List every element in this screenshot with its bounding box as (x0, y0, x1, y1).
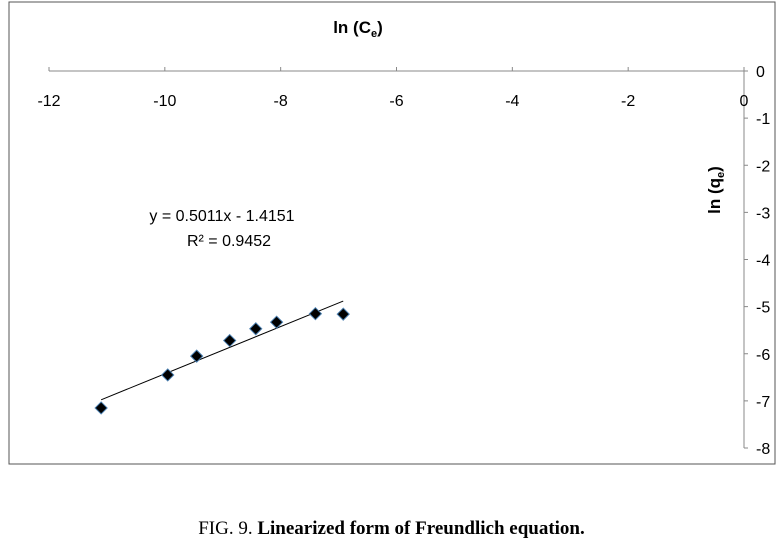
data-point (189, 349, 204, 363)
data-point (269, 315, 284, 329)
data-point (94, 401, 108, 415)
x-tick-label: 0 (740, 93, 749, 110)
x-tick-label: -4 (505, 93, 519, 110)
x-tick-label: -6 (389, 93, 403, 110)
y-axis-label: ln (qe) (705, 166, 727, 214)
x-tick-label: -10 (153, 93, 176, 110)
x-tick-label: -12 (37, 93, 60, 110)
y-tick-label: 0 (756, 64, 765, 81)
chart-frame (8, 1, 776, 465)
y-tick-label: -7 (756, 394, 770, 411)
y-tick-labels: 0 -1 -2 -3 -4 -5 -6 -7 -8 (756, 64, 770, 458)
y-tick-label: -3 (756, 205, 770, 222)
axes (48, 67, 748, 449)
x-tick-label: -8 (274, 93, 288, 110)
y-tick-label: -8 (756, 441, 770, 458)
data-point (161, 368, 175, 382)
data-point (249, 322, 263, 336)
data-point (336, 307, 350, 321)
y-tick-label: -5 (756, 300, 770, 317)
data-point (222, 333, 237, 348)
y-tick-label: -6 (756, 347, 770, 364)
y-tick-label: -4 (756, 253, 770, 270)
figure-caption: FIG. 9. Linearized form of Freundlich eq… (0, 518, 783, 540)
trendline-r2: R² = 0.9452 (187, 233, 271, 250)
y-tick-label: -2 (756, 158, 770, 175)
data-points (94, 306, 350, 415)
y-tick-label: -1 (756, 111, 770, 128)
trendline (100, 300, 344, 401)
x-tick-label: -2 (621, 93, 635, 110)
caption-prefix: FIG. 9. (198, 518, 258, 539)
trendline-equation: y = 0.5011x - 1.4151 (149, 208, 294, 225)
x-tick-labels: -12 -10 -8 -6 -4 -2 0 (37, 93, 748, 110)
caption-title: Linearized form of Freundlich equation. (257, 518, 585, 539)
x-axis-label: ln (Ce) (333, 18, 383, 40)
data-point (308, 306, 323, 321)
